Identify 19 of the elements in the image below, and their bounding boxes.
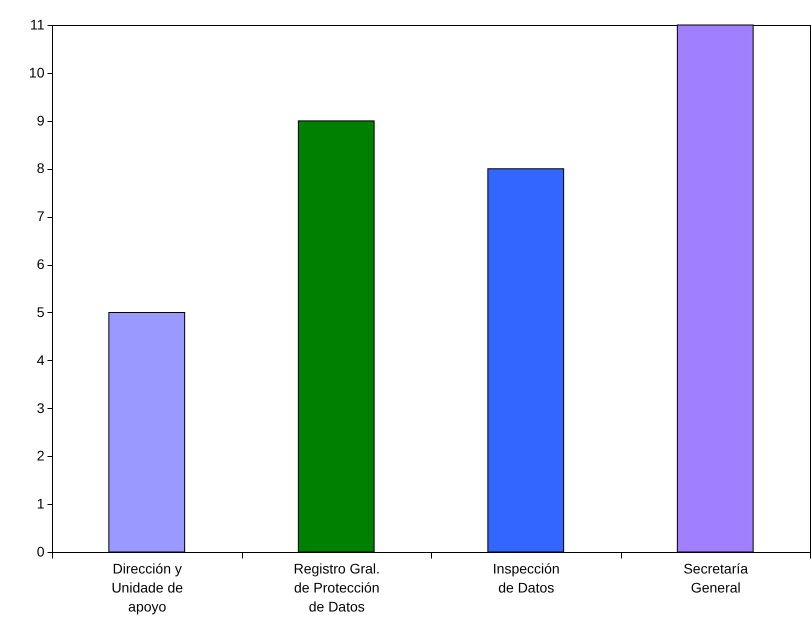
y-tick-label: 11 [30,16,45,32]
y-tick-label: 1 [36,496,45,512]
y-tick-label: 4 [36,352,45,368]
y-tick-label: 6 [36,256,45,272]
x-tick-label: Registro Gral. de Protección de Datos [294,560,380,614]
y-tick-label: 5 [36,304,45,320]
y-tick-label: 3 [36,400,45,416]
y-tick-label: 8 [36,160,45,176]
x-tick-label: Inspección de Datos [492,560,560,596]
bar [108,312,186,552]
x-tick-label: Dirección y Unidade de apoyo [111,560,184,614]
x-tick-label: Secretaría General [683,560,748,596]
y-tick-label: 7 [36,208,45,224]
y-tick-label: 9 [36,112,45,128]
y-tick-label: 0 [36,544,45,560]
bar [298,120,375,552]
y-tick-label: 2 [36,448,45,464]
bar [487,168,564,552]
y-tick-label: 10 [28,64,45,80]
